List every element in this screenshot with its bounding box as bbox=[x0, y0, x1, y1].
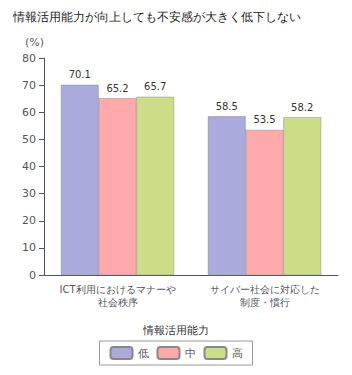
svg-text:60: 60 bbox=[22, 106, 36, 119]
svg-text:情報活用能力: 情報活用能力 bbox=[142, 324, 209, 337]
svg-text:10: 10 bbox=[22, 241, 36, 254]
svg-text:社会秩序: 社会秩序 bbox=[98, 297, 138, 308]
svg-text:58.2: 58.2 bbox=[291, 102, 313, 113]
svg-text:情報活用能力が向上しても不安感が大きく低下しない: 情報活用能力が向上しても不安感が大きく低下しない bbox=[12, 10, 301, 24]
svg-text:20: 20 bbox=[22, 214, 36, 227]
svg-text:65.2: 65.2 bbox=[106, 83, 128, 94]
svg-text:高: 高 bbox=[232, 347, 243, 360]
svg-text:低: 低 bbox=[138, 347, 149, 360]
svg-text:70: 70 bbox=[22, 79, 36, 92]
svg-text:30: 30 bbox=[22, 187, 36, 200]
svg-text:サイバー社会に対応した: サイバー社会に対応した bbox=[210, 284, 320, 295]
svg-text:53.5: 53.5 bbox=[253, 114, 275, 125]
svg-text:80: 80 bbox=[22, 52, 36, 65]
svg-text:(%): (%) bbox=[25, 36, 44, 49]
svg-text:0: 0 bbox=[29, 269, 36, 282]
svg-text:中: 中 bbox=[185, 347, 196, 360]
svg-text:70.1: 70.1 bbox=[69, 69, 91, 80]
svg-text:ICT利用におけるマナーや: ICT利用におけるマナーや bbox=[59, 284, 175, 295]
svg-text:40: 40 bbox=[22, 160, 36, 173]
svg-text:65.7: 65.7 bbox=[144, 81, 166, 92]
svg-text:58.5: 58.5 bbox=[216, 101, 238, 112]
svg-text:制度・慣行: 制度・慣行 bbox=[240, 297, 290, 308]
svg-text:50: 50 bbox=[22, 133, 36, 146]
